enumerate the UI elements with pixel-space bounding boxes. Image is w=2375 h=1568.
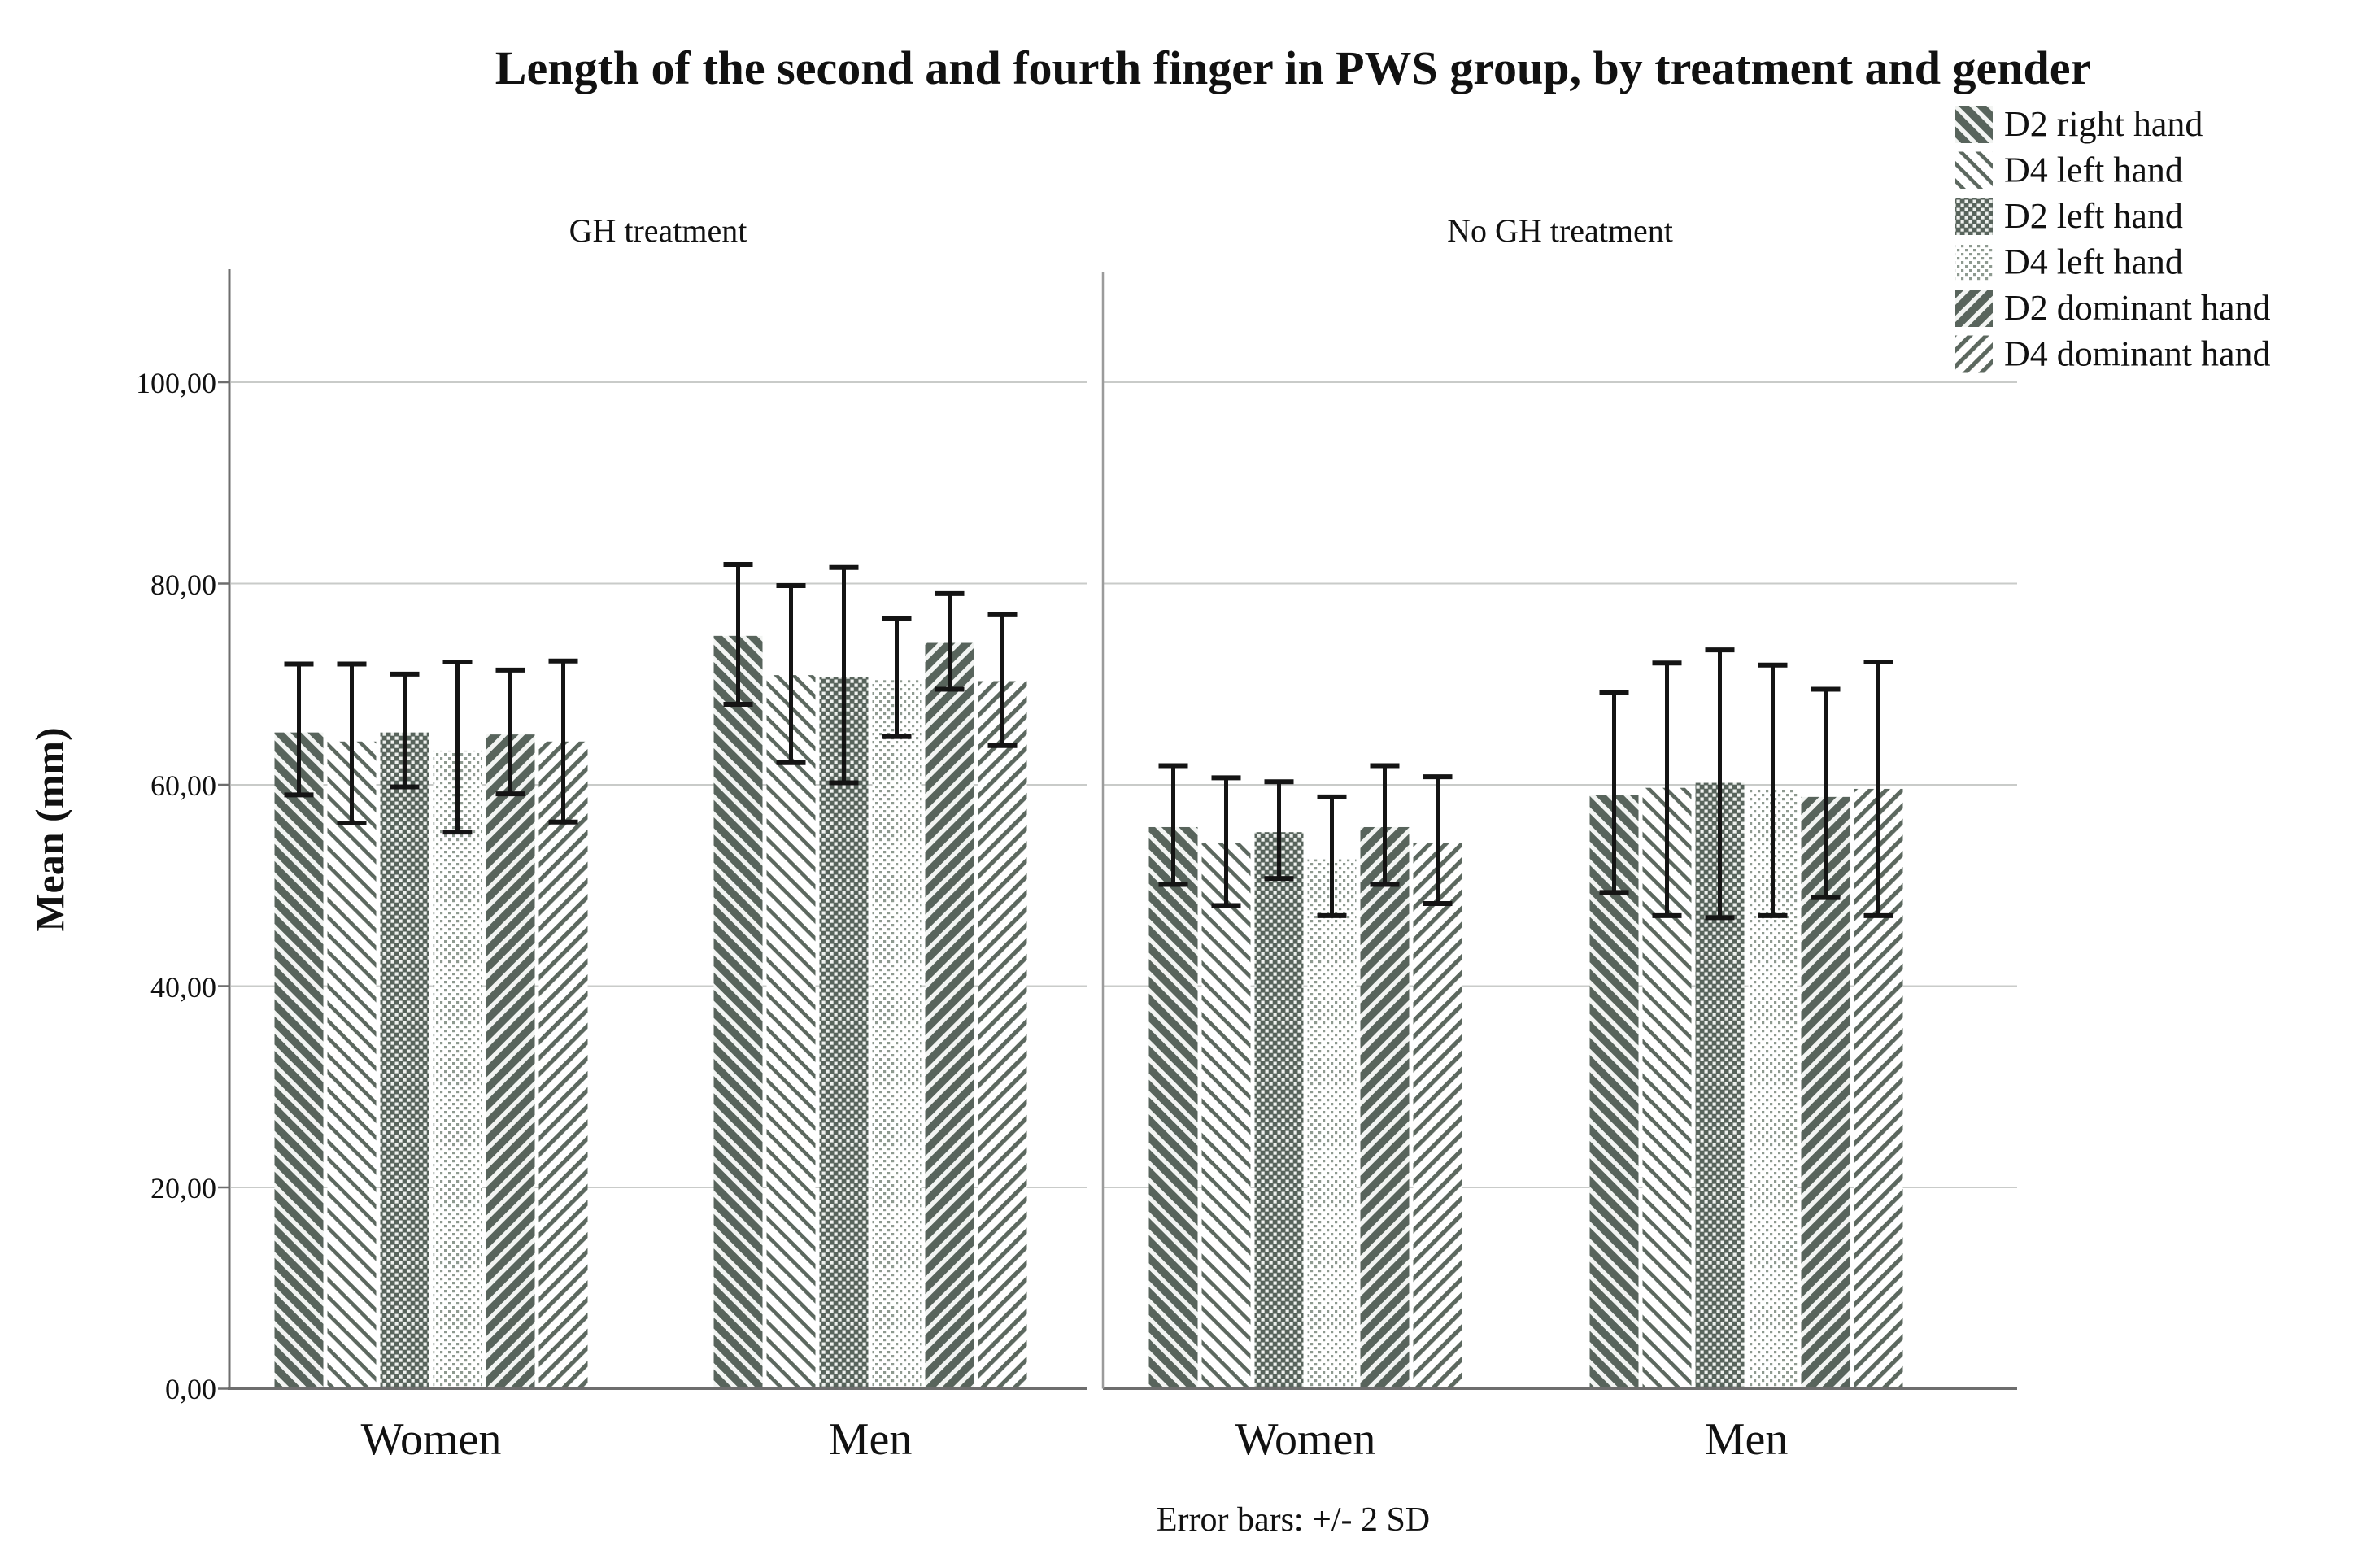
bar xyxy=(766,675,816,1389)
legend: D2 right hand D4 left hand D2 left hand … xyxy=(1955,104,2271,374)
legend-swatch-checkerboard-icon xyxy=(1955,198,1993,235)
legend-swatch-diagonal-thick-slash-icon xyxy=(1955,290,1993,327)
bar xyxy=(978,681,1027,1389)
chart-title: Length of the second and fourth finger i… xyxy=(495,41,2091,94)
panel-title-gh: GH treatment xyxy=(569,212,747,249)
legend-item: D4 left hand xyxy=(1955,242,2183,282)
legend-swatch-diagonal-thick-backslash-icon xyxy=(1955,106,1993,143)
legend-label: D2 left hand xyxy=(2004,196,2183,236)
panel-title-no-gh: No GH treatment xyxy=(1447,212,1673,249)
legend-swatch-diagonal-thin-backslash-icon xyxy=(1955,151,1993,189)
y-tick-label-20: 20,00 xyxy=(150,1172,216,1204)
bar xyxy=(1413,843,1462,1389)
legend-item: D4 dominant hand xyxy=(1955,334,2271,374)
bar xyxy=(872,680,922,1389)
legend-item: D2 dominant hand xyxy=(1955,288,2271,328)
error-bar-caption: Error bars: +/- 2 SD xyxy=(1157,1501,1430,1539)
legend-item: D4 left hand xyxy=(1955,150,2183,190)
legend-label: D2 dominant hand xyxy=(2004,288,2271,328)
bar xyxy=(1201,843,1251,1389)
legend-item: D2 right hand xyxy=(1955,104,2203,144)
category-label-gh-men: Men xyxy=(829,1414,913,1465)
category-label-gh-women: Women xyxy=(361,1414,502,1465)
bar xyxy=(713,635,763,1389)
y-tick-label-40: 40,00 xyxy=(150,971,216,1004)
legend-swatch-dots-icon xyxy=(1955,243,1993,281)
legend-label: D2 right hand xyxy=(2004,104,2203,144)
bar xyxy=(1148,826,1198,1389)
y-axis-label: Mean (mm) xyxy=(27,727,72,931)
bar xyxy=(327,741,377,1389)
bar xyxy=(380,732,429,1389)
plot-area xyxy=(218,269,2017,1390)
legend-label: D4 dominant hand xyxy=(2004,334,2271,374)
category-label-nogh-women: Women xyxy=(1235,1414,1376,1465)
bar xyxy=(1254,832,1304,1389)
y-tick-label-100: 100,00 xyxy=(136,367,216,399)
legend-label: D4 left hand xyxy=(2004,242,2183,282)
legend-item: D2 left hand xyxy=(1955,196,2183,236)
bar xyxy=(486,734,535,1389)
bar xyxy=(1307,859,1357,1389)
bar xyxy=(274,732,324,1389)
legend-swatch-diagonal-thin-slash-icon xyxy=(1955,335,1993,373)
y-tick-label-60: 60,00 xyxy=(150,769,216,802)
category-label-nogh-men: Men xyxy=(1705,1414,1789,1465)
legend-label: D4 left hand xyxy=(2004,150,2183,190)
bar xyxy=(1360,826,1410,1389)
y-tick-label-0: 0,00 xyxy=(165,1373,216,1405)
bar xyxy=(433,750,482,1389)
bar xyxy=(925,642,974,1389)
bar xyxy=(538,741,588,1389)
y-tick-label-80: 80,00 xyxy=(150,568,216,601)
bar xyxy=(819,677,869,1389)
